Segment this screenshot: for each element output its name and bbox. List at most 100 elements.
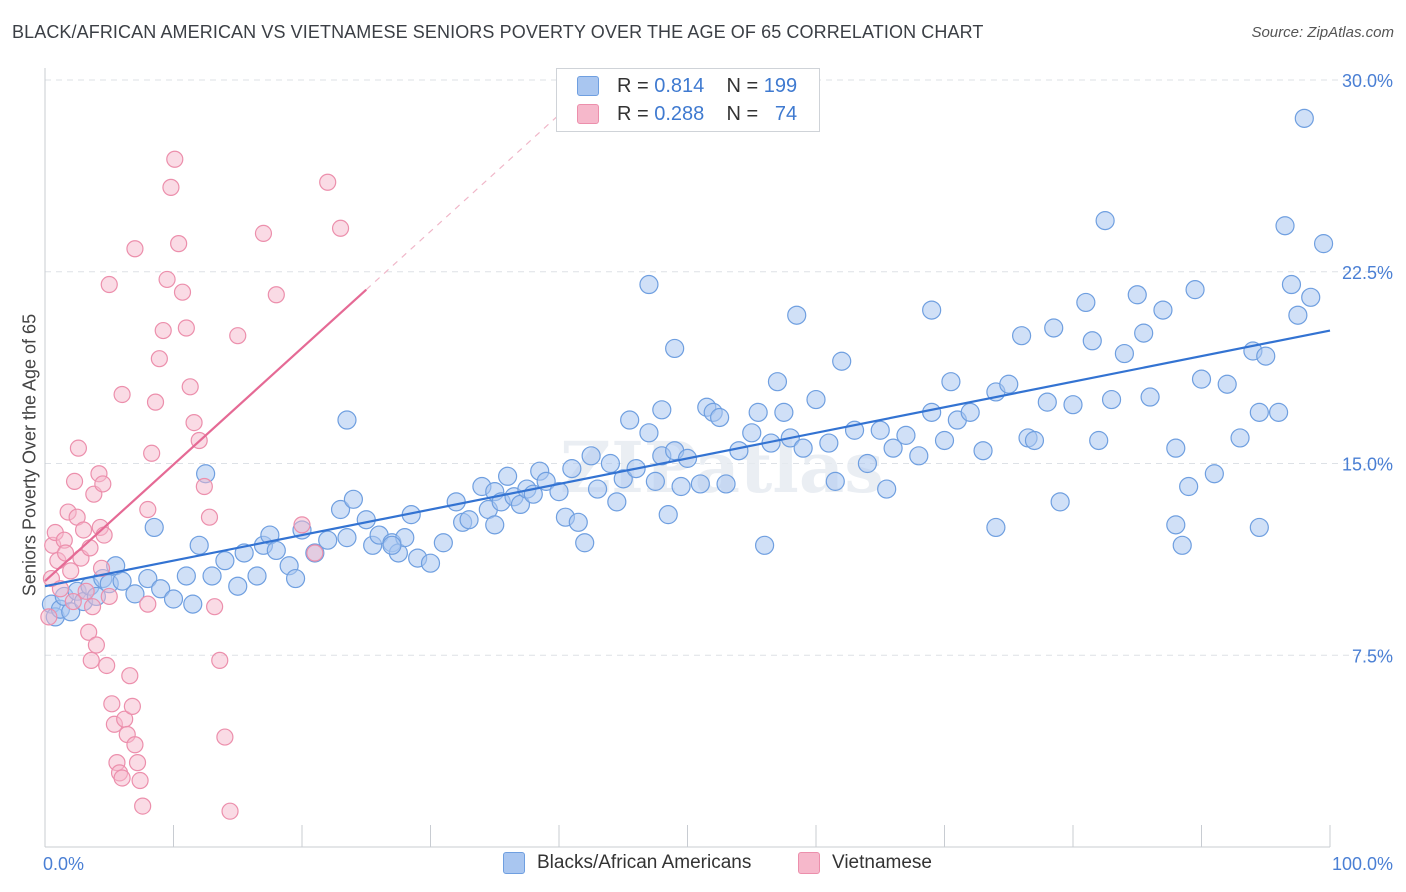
vietnamese-point [173, 283, 192, 301]
blacks-point [485, 515, 505, 535]
blacks-point [1288, 305, 1308, 325]
blacks-point [690, 474, 710, 494]
x-tick-label: 100.0% [1332, 854, 1393, 874]
legend-row-vietnamese: R = 0.288 N = 74 [577, 101, 797, 127]
vietnamese-point [267, 286, 285, 304]
blacks-point [575, 533, 595, 553]
blacks-point [1044, 318, 1064, 338]
blacks-point [343, 489, 363, 509]
vietnamese-point [113, 385, 131, 404]
blacks-point [806, 389, 826, 410]
series-label-vietnamese: Vietnamese [832, 852, 932, 873]
blacks-point [941, 372, 961, 392]
y-axis-label: Seniors Poverty Over the Age of 65 [19, 313, 40, 597]
vietnamese-trend-extension [365, 114, 560, 291]
vietnamese-point [293, 516, 311, 534]
blacks-point [1166, 438, 1186, 458]
blacks-point [1281, 274, 1302, 295]
blacks-point [337, 410, 357, 430]
vietnamese-point [126, 736, 144, 754]
blacks-point [896, 425, 916, 445]
vietnamese-point [216, 728, 234, 746]
source-credit: Source: ZipAtlas.com [1251, 24, 1394, 41]
blacks-point [639, 423, 659, 443]
vietnamese-point [200, 508, 219, 526]
vietnamese-point [143, 444, 161, 462]
blacks-point [1140, 387, 1160, 407]
legend-n-value-blacks: 199 [763, 74, 798, 97]
vietnamese-point [254, 224, 273, 242]
legend-r-value-vietnamese: 0.288 [654, 102, 705, 125]
blacks-point [1037, 392, 1057, 412]
blacks-point [459, 510, 479, 530]
blacks-point [748, 402, 768, 422]
blacks-point [581, 446, 601, 466]
vietnamese-point [150, 350, 168, 368]
vietnamese-point [162, 178, 180, 196]
blacks-point [420, 553, 441, 573]
blacks-point [1011, 326, 1032, 346]
blacks-point [613, 469, 633, 489]
y-tick-label: 22.5% [1342, 263, 1393, 283]
vietnamese-point [103, 695, 121, 713]
blacks-point [883, 438, 903, 458]
vietnamese-point [100, 275, 118, 294]
vietnamese-point [113, 769, 131, 787]
blacks-point [163, 589, 184, 609]
blacks-point [710, 407, 730, 428]
vietnamese-point [80, 623, 98, 641]
vietnamese-point [94, 475, 112, 493]
vietnamese-point [139, 500, 157, 519]
blacks-point [1204, 464, 1224, 484]
blacks-point [986, 517, 1006, 538]
blacks-point [382, 535, 402, 555]
vietnamese-point [65, 472, 84, 490]
blacks-point [1185, 280, 1205, 300]
series-legend: Blacks/African Americans Vietnamese [0, 852, 1406, 876]
blacks-point [247, 566, 267, 586]
blacks-point [228, 576, 248, 596]
series-legend-item-blacks[interactable]: Blacks/African Americans [503, 852, 751, 874]
blacks-point [125, 584, 145, 604]
blacks-point [1249, 517, 1269, 538]
blacks-point [729, 441, 749, 461]
series-legend-item-vietnamese[interactable]: Vietnamese [798, 852, 932, 874]
legend-r-value-blacks: 0.814 [654, 74, 705, 97]
blacks-point [1076, 292, 1096, 313]
blacks-point [754, 535, 775, 555]
vietnamese-point [87, 636, 106, 654]
blacks-point [857, 453, 878, 474]
vietnamese-point [306, 544, 324, 562]
blacks-point [607, 492, 627, 512]
blacks-point [1101, 389, 1122, 410]
blacks-point [138, 568, 158, 589]
blacks-point [787, 305, 807, 325]
blacks-point [1172, 535, 1192, 555]
blacks-point [819, 433, 839, 453]
blacks-point [433, 533, 453, 553]
blacks-point [549, 482, 569, 502]
vietnamese-point [81, 539, 99, 557]
blacks-point [568, 512, 588, 532]
vietnamese-point [98, 656, 116, 675]
vietnamese-point [195, 477, 213, 496]
vietnamese-point [83, 598, 102, 616]
blacks-point [1114, 343, 1135, 364]
vietnamese-point [74, 521, 93, 539]
blacks-point [767, 372, 788, 392]
blacks-point [330, 499, 351, 520]
blacks-point [645, 471, 665, 491]
blacks-point [934, 430, 955, 451]
blacks-point [825, 471, 845, 491]
vietnamese-point [82, 651, 100, 669]
legend-r-label: R = [617, 102, 649, 125]
vietnamese-trend-line [44, 288, 367, 582]
blacks-point [1249, 402, 1269, 422]
blacks-point [1313, 234, 1334, 254]
vietnamese-point [146, 393, 165, 411]
blacks-point [318, 530, 338, 550]
blacks-point [562, 459, 582, 479]
blacks-point [285, 568, 306, 589]
vietnamese-point [170, 235, 188, 253]
legend-n-label: N = [726, 102, 759, 125]
